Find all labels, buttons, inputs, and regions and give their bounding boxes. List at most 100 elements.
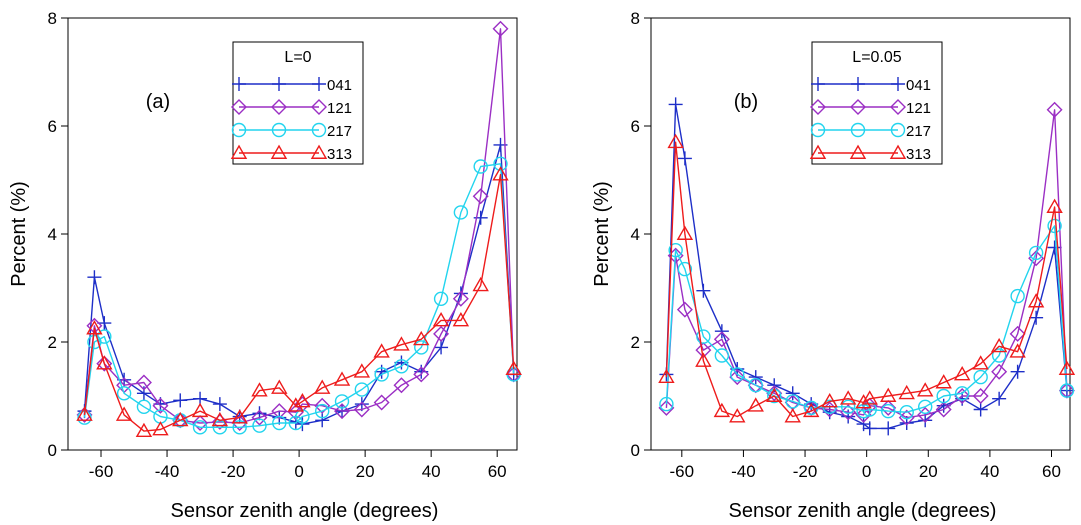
data-point [287, 397, 305, 412]
data-point [97, 329, 112, 344]
data-point [232, 420, 247, 435]
data-point [231, 415, 248, 431]
data-point [991, 348, 1007, 363]
legend-box [232, 41, 364, 165]
legend-swatch-marker [310, 144, 328, 159]
series-313 [658, 133, 1076, 423]
y-tick-label: 8 [48, 9, 57, 28]
y-tick-label: 6 [48, 117, 57, 136]
data-point [374, 367, 389, 382]
data-point [373, 394, 390, 411]
series-line [83, 144, 515, 425]
data-point [881, 421, 896, 436]
data-point [96, 355, 113, 370]
data-point [472, 188, 489, 205]
x-tick-label: 40 [980, 462, 999, 481]
data-point [393, 336, 410, 351]
data-point [192, 415, 209, 431]
data-point [677, 261, 693, 277]
data-point [315, 403, 330, 419]
data-point [992, 391, 1007, 406]
series-217 [659, 218, 1075, 420]
legend-swatch-marker [230, 144, 248, 159]
legend-swatch-marker [890, 122, 906, 138]
series-121 [76, 20, 522, 431]
data-point [473, 159, 488, 174]
x-tick-label: 0 [294, 462, 303, 481]
y-tick-label: 0 [48, 441, 57, 460]
data-point [714, 348, 730, 363]
data-point [696, 329, 711, 344]
data-point [676, 301, 693, 318]
x-tick-label: 20 [919, 462, 938, 481]
x-axis-label: Sensor zenith angle (degrees) [729, 500, 997, 522]
data-point [354, 382, 370, 397]
data-point [899, 405, 914, 420]
data-point [972, 355, 989, 370]
data-point [659, 396, 674, 412]
data-point [334, 403, 351, 420]
legend: L=0 041 121 217 313 [230, 41, 364, 165]
data-point [917, 399, 933, 414]
data-point [667, 133, 684, 149]
data-point [212, 397, 227, 412]
data-point [452, 311, 470, 327]
data-point [414, 340, 429, 355]
data-point [898, 409, 915, 426]
x-tick-label: -20 [221, 462, 246, 481]
x-tick-label: 60 [488, 462, 507, 481]
data-point [713, 402, 731, 418]
legend-swatch-marker [271, 99, 287, 115]
legend-swatch-marker [850, 122, 866, 138]
legend-swatch-marker [810, 122, 826, 138]
legend-label: 121 [327, 100, 352, 117]
legend-swatch-marker [311, 122, 327, 138]
data-point [1027, 293, 1045, 308]
legend-swatch-marker [850, 99, 866, 115]
data-point [881, 403, 896, 419]
data-point [839, 390, 857, 405]
data-point [432, 311, 450, 327]
data-point [76, 406, 93, 421]
data-point [748, 378, 763, 393]
data-point [115, 406, 133, 421]
data-point [433, 291, 449, 306]
data-point [954, 386, 970, 401]
data-point [96, 355, 113, 372]
data-point [668, 242, 683, 258]
x-tick-label: -40 [155, 462, 180, 481]
series-line [665, 109, 1068, 419]
data-point [972, 388, 989, 404]
legend-swatch-marker [270, 144, 288, 159]
legend-label: 313 [906, 146, 931, 163]
legend-item-041: 041 [232, 77, 352, 94]
data-point [314, 379, 331, 394]
legend-label: 313 [327, 146, 352, 163]
data-point [713, 331, 730, 348]
data-point [695, 352, 712, 367]
data-point [880, 387, 897, 402]
data-point [294, 392, 311, 408]
data-point [747, 397, 764, 412]
x-tick-label: 0 [862, 462, 871, 481]
data-point [898, 384, 915, 400]
data-point [936, 388, 951, 404]
data-point [251, 382, 268, 397]
data-point [191, 402, 209, 418]
series-line [83, 163, 515, 428]
legend-item-121: 121 [231, 99, 352, 117]
data-point [935, 374, 952, 389]
legend-label: 041 [906, 77, 931, 94]
data-point [729, 408, 746, 423]
legend-item-121: 121 [810, 99, 931, 117]
data-point [784, 408, 801, 423]
y-tick-label: 0 [631, 441, 640, 460]
data-point [696, 283, 711, 298]
legend-title: L=0.05 [852, 49, 901, 66]
data-point [333, 371, 351, 386]
legend-item-313: 313 [230, 144, 352, 163]
data-point [802, 402, 820, 418]
data-point [935, 401, 952, 418]
data-point [135, 422, 153, 438]
legend-swatch-marker [271, 122, 287, 138]
